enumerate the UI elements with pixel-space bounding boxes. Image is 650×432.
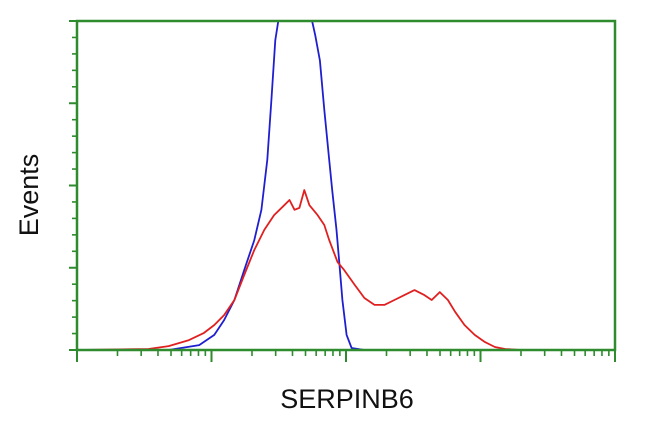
series-group <box>76 20 615 351</box>
y-axis-label: Events <box>14 154 44 237</box>
axis-ticks <box>69 20 616 362</box>
series-line-2 <box>76 189 615 351</box>
plot-frame <box>75 19 617 352</box>
series-line-1 <box>77 20 615 351</box>
x-axis-label: SERPINB6 <box>280 384 414 414</box>
